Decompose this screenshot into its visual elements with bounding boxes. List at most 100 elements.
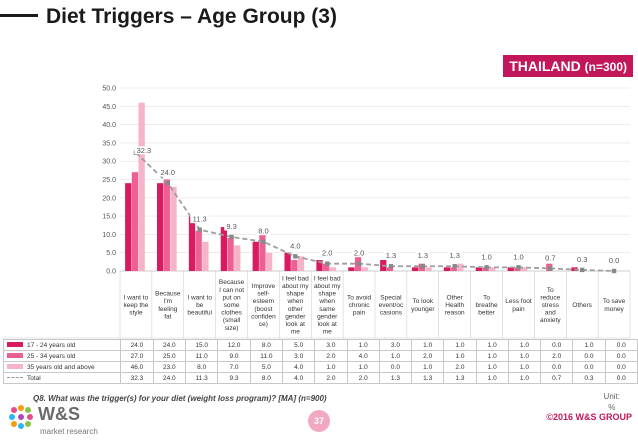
- table-cell: 0.0: [604, 361, 638, 373]
- table-cell: 1.0: [507, 339, 542, 351]
- x-category-label: I feel bad about my shape when same gender loo…: [314, 275, 341, 335]
- title-accent-bar: [0, 14, 38, 17]
- bar-series-2: [163, 179, 170, 271]
- table-cell: 3.0: [314, 339, 348, 351]
- table-cell: 1.0: [443, 350, 477, 362]
- total-point: [611, 268, 617, 274]
- total-label-bg: [574, 255, 590, 264]
- total-label-bg: [511, 252, 526, 261]
- bar-series-3: [138, 102, 145, 271]
- sample-size: (n=300): [584, 60, 627, 74]
- bar-series-3: [489, 267, 496, 271]
- table-cell: 1.0: [507, 350, 542, 362]
- table-cell: 8.0: [249, 339, 284, 351]
- table-cell: 0.0: [378, 361, 413, 373]
- bar-series-3: [297, 256, 305, 271]
- x-category-label: To reduce stress and anxiety: [540, 287, 561, 324]
- total-point: [229, 234, 234, 240]
- table-cell: 24.0: [152, 372, 187, 384]
- bar-series-1: [252, 241, 259, 271]
- total-data-label: 11.3: [193, 215, 207, 224]
- copyright: ©2016 W&S GROUP: [546, 412, 632, 422]
- legend-label: 17 - 24 years old: [27, 341, 76, 349]
- table-cell: 1.0: [378, 350, 413, 362]
- total-data-label: 1.3: [449, 251, 459, 260]
- country-badge: THAILAND (n=300): [503, 55, 633, 77]
- x-category-label: I want to keep the style: [123, 294, 148, 316]
- total-label-bg: [383, 251, 399, 260]
- bar-series-1: [507, 267, 514, 271]
- bar-series-3: [170, 186, 177, 271]
- x-category-label: Less foot pain: [505, 298, 532, 313]
- table-cell: 24.0: [152, 339, 187, 351]
- table-cell: 3.0: [378, 339, 413, 351]
- legend-swatch: [7, 342, 23, 348]
- x-category-label: To save money: [603, 298, 626, 313]
- total-label-bg: [256, 227, 271, 236]
- table-cell: 24.0: [120, 339, 154, 351]
- y-tick-label: 35.0: [102, 140, 116, 147]
- legend-swatch: [7, 353, 23, 359]
- total-point: [388, 264, 394, 269]
- table-cell: 9.0: [217, 350, 251, 362]
- table-cell: 1.0: [507, 372, 542, 384]
- bar-series-1: [475, 267, 483, 271]
- table-cell: 2.0: [411, 350, 445, 362]
- bar-chart: 0.0 5.0 10.0 15.0 20.0 25.0 30.0 35.0 40.0 45.0 50…: [3, 86, 631, 339]
- table-cell: 4.0: [346, 350, 380, 362]
- bar-series-2: [323, 263, 330, 271]
- table-row: 25 - 34 years old 27.0 25.0 11.0 9.0 11.0 3.0 2…: [2, 350, 638, 362]
- total-data-label: 24.0: [161, 168, 176, 177]
- table-cell: 9.3: [217, 372, 251, 384]
- total-label-bg: [158, 168, 178, 177]
- total-data-label: 2.0: [322, 249, 332, 258]
- total-point: [452, 264, 457, 269]
- bar-series-2: [386, 267, 394, 271]
- total-data-label: 9.3: [226, 222, 236, 231]
- table-cell: 2.0: [540, 350, 574, 362]
- company-logo: W&S market research: [6, 402, 116, 442]
- total-data-label: 32.3: [137, 146, 152, 155]
- total-point: [324, 261, 330, 266]
- bar-series-3: [425, 267, 432, 271]
- x-category-label: Other Health reason: [445, 294, 465, 316]
- bar-series-3: [520, 267, 528, 271]
- total-point: [356, 261, 362, 266]
- table-cell: 46.0: [120, 361, 154, 373]
- y-tick-label: 0.0: [106, 269, 116, 276]
- table-cell: 1.0: [507, 361, 542, 373]
- legend-cell: 35 years old and above: [2, 361, 122, 373]
- total-point: [579, 267, 585, 273]
- table-cell: 5.0: [249, 361, 284, 373]
- y-tick-label: 30.0: [102, 159, 116, 166]
- bar-series-1: [188, 216, 196, 271]
- bar-series-3: [457, 263, 464, 271]
- bar-series-3: [329, 267, 337, 271]
- total-label-bg: [288, 241, 303, 250]
- table-cell: 1.3: [378, 372, 413, 384]
- unit-label: Unit:: [603, 392, 620, 401]
- bar-series-3: [234, 245, 241, 271]
- table-cell: 12.0: [217, 339, 251, 351]
- total-label-bg: [543, 253, 558, 262]
- table-cell: 0.0: [604, 339, 638, 351]
- x-category-label: To avoid chronic pain: [347, 294, 372, 316]
- table-cell: 11.0: [184, 350, 219, 362]
- total-label-bg: [319, 249, 335, 258]
- x-category-label: I want to be beautiful: [187, 294, 212, 316]
- table-cell: 27.0: [120, 350, 154, 362]
- y-tick-label: 15.0: [102, 214, 116, 221]
- table-cell: 1.0: [475, 361, 509, 373]
- bar-series-1: [156, 183, 164, 271]
- total-point: [293, 254, 298, 259]
- logo-mark-icon: [9, 405, 33, 429]
- table-cell: 8.0: [184, 361, 219, 373]
- table-cell: 0.0: [540, 339, 574, 351]
- bar-series-1: [316, 260, 323, 271]
- total-point: [261, 239, 266, 244]
- table-cell: 1.0: [411, 339, 445, 351]
- y-tick-label: 50.0: [102, 86, 116, 93]
- table-cell: 0.0: [572, 361, 606, 373]
- x-category-label: Because I'm feeling fat: [155, 291, 181, 321]
- table-cell: 3.0: [282, 350, 316, 362]
